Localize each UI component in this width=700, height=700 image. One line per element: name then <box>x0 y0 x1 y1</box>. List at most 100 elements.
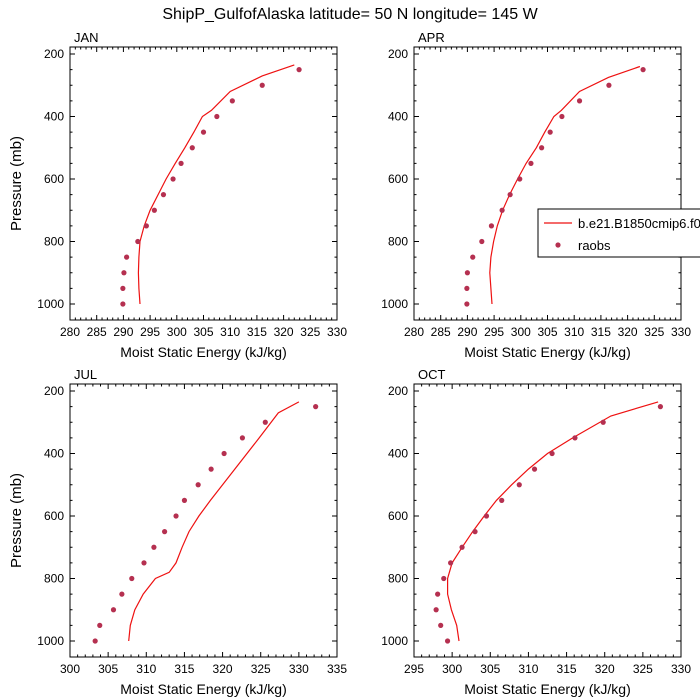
x-tick-label: 320 <box>274 325 294 339</box>
x-tick-label: 320 <box>213 662 233 676</box>
x-tick-label: 290 <box>457 325 477 339</box>
panels-group: JAN 280 285 290 295 300 305 310 315 320 325 330 200 4… <box>8 30 691 697</box>
obs-point <box>459 544 465 550</box>
obs-point <box>464 301 470 307</box>
x-tick-label: 335 <box>327 662 347 676</box>
model-line <box>128 401 300 642</box>
y-tick-label: 1000 <box>381 634 408 648</box>
y-tick-label: 1000 <box>37 634 64 648</box>
x-tick-label: 295 <box>484 325 504 339</box>
legend: b.e21.B1850cmip6.f0 raobs <box>537 208 700 258</box>
obs-point <box>549 450 555 457</box>
obs-point <box>517 176 523 182</box>
obs-point <box>178 160 184 166</box>
obs-point <box>470 254 476 260</box>
x-tick-label: 325 <box>633 662 653 676</box>
x-tick-label: 305 <box>98 662 118 676</box>
obs-point <box>141 560 147 566</box>
x-tick-label: 330 <box>289 662 309 676</box>
obs-point <box>229 98 235 104</box>
obs-point <box>479 238 485 245</box>
obs-point <box>435 591 441 597</box>
x-tick-label: 305 <box>480 662 500 676</box>
obs-point <box>433 607 439 613</box>
obs-point <box>143 223 149 229</box>
obs-point <box>488 223 495 229</box>
x-axis-label: Moist Static Energy (kJ/kg) <box>464 681 631 697</box>
obs-point <box>151 207 157 213</box>
plot-frame <box>413 46 682 321</box>
x-tick-label: 300 <box>167 325 187 339</box>
x-tick-label: 320 <box>618 325 638 339</box>
obs-point <box>313 404 319 410</box>
plot-frame <box>413 383 682 658</box>
obs-point <box>161 529 168 535</box>
x-tick-label: 330 <box>671 325 691 339</box>
x-tick-label: 285 <box>87 325 107 339</box>
obs-point <box>576 98 583 104</box>
obs-point <box>572 435 578 441</box>
obs-point <box>640 67 646 73</box>
x-tick-label: 310 <box>518 662 538 676</box>
x-tick-label: 330 <box>327 325 347 339</box>
x-tick-label: 305 <box>537 325 557 339</box>
plot-frame <box>69 46 338 321</box>
obs-point <box>483 513 490 519</box>
obs-point <box>559 113 565 120</box>
panel-label: JUL <box>74 367 97 382</box>
y-tick-label: 400 <box>388 447 408 461</box>
plot-frame <box>69 383 338 658</box>
obs-point <box>600 419 606 425</box>
obs-point <box>120 301 126 307</box>
obs-point <box>438 622 444 628</box>
obs-point <box>214 113 220 120</box>
y-tick-label: 200 <box>44 384 64 398</box>
x-tick-label: 315 <box>557 662 577 676</box>
panel-apr: APR 280 285 290 295 300 305 310 315 320 325 330 200 4… <box>381 30 691 360</box>
y-tick-label: 400 <box>44 110 64 124</box>
obs-point <box>531 466 538 472</box>
legend-obs-label: raobs <box>578 238 611 253</box>
obs-point <box>208 466 214 472</box>
x-tick-label: 315 <box>174 662 194 676</box>
panel-jan: JAN 280 285 290 295 300 305 310 315 320 325 330 200 4… <box>8 30 347 360</box>
x-tick-label: 310 <box>136 662 156 676</box>
legend-box <box>537 208 700 258</box>
obs-point <box>124 254 130 260</box>
figure-title: ShipP_GulfofAlaska latitude= 50 N longit… <box>162 6 538 23</box>
y-tick-label: 600 <box>388 509 408 523</box>
panel-label: APR <box>418 30 445 45</box>
x-tick-label: 295 <box>404 662 424 676</box>
y-tick-label: 400 <box>44 447 64 461</box>
legend-obs-swatch <box>555 242 561 248</box>
obs-point <box>296 67 302 73</box>
obs-point <box>499 497 505 503</box>
x-tick-label: 280 <box>404 325 424 339</box>
obs-point <box>259 82 265 88</box>
x-tick-label: 310 <box>564 325 584 339</box>
x-tick-label: 320 <box>595 662 615 676</box>
obs-point <box>189 145 195 151</box>
x-tick-label: 300 <box>442 662 462 676</box>
obs-point <box>547 129 553 135</box>
x-tick-label: 295 <box>140 325 160 339</box>
obs-point <box>657 404 664 410</box>
obs-point <box>135 238 141 245</box>
x-tick-label: 290 <box>113 325 133 339</box>
obs-point <box>97 622 103 628</box>
y-tick-label: 600 <box>44 172 64 186</box>
obs-point <box>92 638 98 644</box>
model-line <box>489 65 641 305</box>
obs-point <box>239 435 246 441</box>
y-tick-label: 1000 <box>37 297 64 311</box>
obs-point <box>528 160 534 166</box>
y-axis-label: Pressure (mb) <box>8 136 25 231</box>
obs-point <box>181 497 188 503</box>
obs-point <box>507 192 513 198</box>
obs-point <box>110 607 117 613</box>
x-tick-label: 315 <box>591 325 611 339</box>
y-tick-label: 200 <box>388 384 408 398</box>
obs-point <box>262 419 268 425</box>
x-tick-label: 325 <box>300 325 320 339</box>
